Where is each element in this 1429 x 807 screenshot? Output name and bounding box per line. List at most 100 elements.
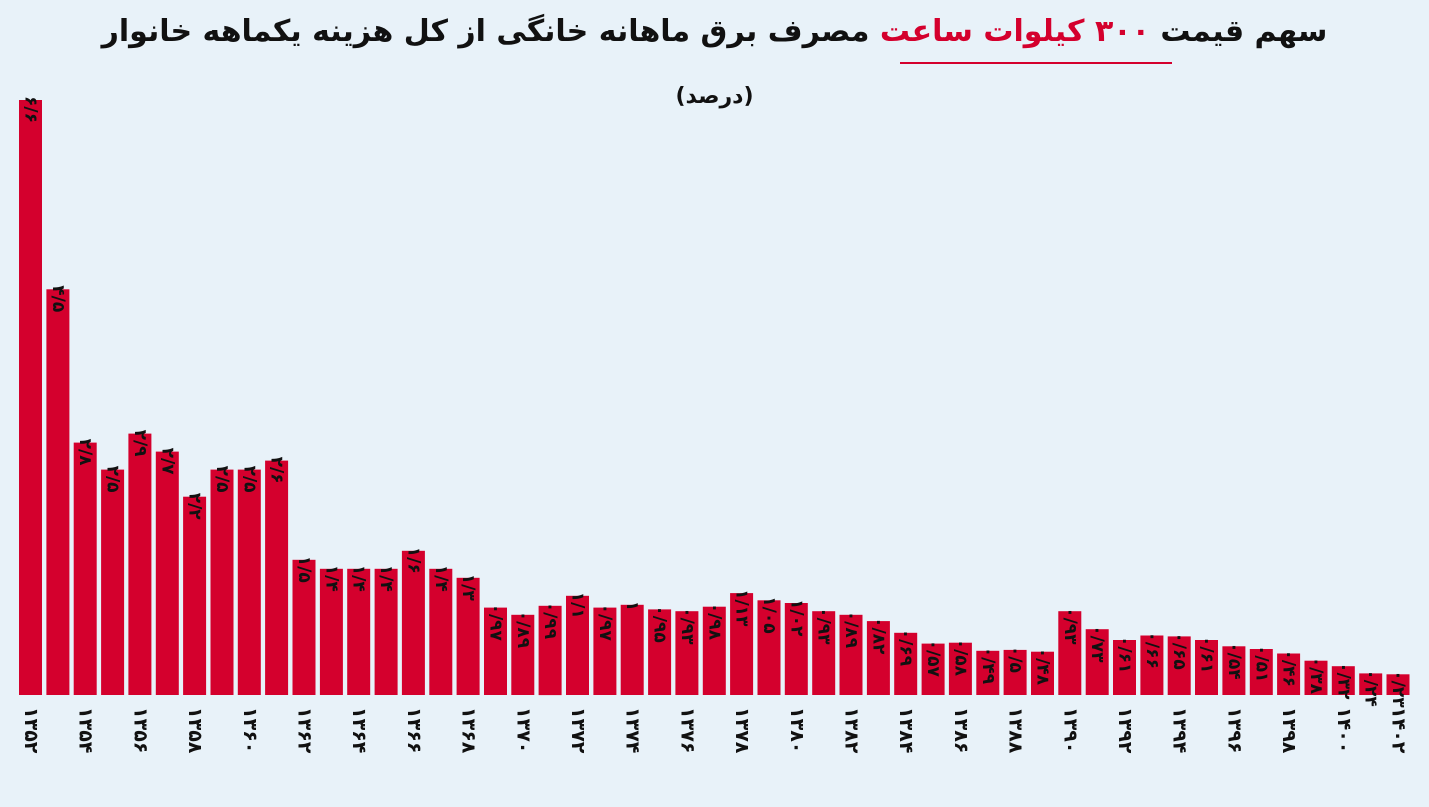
value-label-1364: ۱/۴ [349,565,369,592]
bar-1383 [866,621,890,695]
bar-1398 [1277,653,1301,695]
value-label-1400: ۰/۳۲ [1333,662,1353,700]
value-label-1365: ۱/۴ [376,565,396,592]
value-label-1392: ۰/۶۱ [1115,636,1135,673]
value-label-1389: ۰/۴۸ [1033,648,1053,686]
value-label-1397: ۰/۵۱ [1251,645,1271,682]
bar-1399 [1304,660,1328,695]
value-label-1388: ۰/۵ [1005,646,1025,673]
x-tick-label-1378: ۱۳۷۸ [731,707,753,754]
x-tick-label-1400: ۱۴۰۰ [1333,707,1355,753]
value-label-1372: ۱/۱ [568,592,588,619]
bar-1366 [401,550,425,695]
x-tick-label-1384: ۱۳۸۴ [895,707,917,753]
value-label-1383: ۰/۸۲ [868,617,888,655]
bar-1363 [319,568,343,695]
value-label-1394: ۰/۶۵ [1169,632,1189,669]
bar-1372 [566,595,589,695]
bar-1402 [1386,674,1410,695]
x-tick-label-1396: ۱۳۹۶ [1223,707,1245,753]
value-label-1355: ۲/۵ [103,466,123,493]
bar-1357 [155,451,179,695]
bar-1385 [921,643,945,695]
bar-1356 [128,433,152,695]
x-tick-label-1398: ۱۳۹۸ [1278,707,1300,754]
bar-1392 [1113,640,1136,695]
value-label-1398: ۰/۴۶ [1279,650,1299,687]
value-label-1363: ۱/۴ [321,565,341,592]
bar-1395 [1195,640,1218,695]
bar-1353 [46,289,70,695]
bar-1373 [593,607,617,695]
bar-1359 [210,469,234,695]
x-tick-label-1382: ۱۳۸۲ [841,707,863,754]
value-label-1366: ۱/۶ [403,547,423,574]
x-tick-label-1352: ۱۳۵۲ [20,707,42,754]
value-label-1361: ۲/۶ [267,457,287,484]
value-label-1401: ۰/۲۴ [1361,669,1381,706]
bar-1367 [429,568,453,695]
bar-1360 [237,469,261,695]
bar-1364 [347,568,371,695]
value-label-1378: ۱/۱۳ [732,589,752,627]
value-label-1362: ۱/۵ [294,556,314,583]
bar-1375 [648,609,672,695]
bar-1358 [183,496,207,695]
bar-1384 [894,632,918,695]
value-label-1356: ۲/۹ [130,430,150,458]
bar-1386 [948,642,972,695]
value-label-1380: ۱/۰۲ [786,599,806,637]
bar-1401 [1359,673,1383,695]
value-label-1396: ۰/۵۴ [1224,642,1244,679]
x-tick-label-1386: ۱۳۸۶ [950,707,972,753]
value-label-1391: ۰/۷۳ [1087,625,1107,663]
bar-1382 [839,614,863,695]
bar-1362 [292,559,316,695]
bar-1396 [1222,646,1246,695]
value-label-1354: ۲/۸ [75,439,95,467]
value-label-1370: ۰/۸۹ [513,611,533,649]
value-label-1373: ۰/۹۷ [595,604,615,642]
x-tick-label-1394: ۱۳۹۴ [1169,707,1191,753]
value-label-1377: ۰/۹۸ [704,603,724,641]
x-tick-label-1380: ۱۳۸۰ [786,707,808,753]
bar-1393 [1140,635,1164,695]
bar-1365 [374,568,398,695]
bar-1390 [1058,611,1082,695]
value-label-1376: ۰/۹۳ [677,607,697,645]
bar-1379 [757,600,781,695]
value-label-1379: ۱/۰۵ [759,596,779,633]
bar-1371 [538,605,562,696]
value-label-1387: ۰/۴۹ [978,647,998,685]
value-label-1395: ۰/۶۱ [1197,636,1217,673]
bar-1354 [73,442,97,695]
x-tick-label-1374: ۱۳۷۴ [622,707,644,753]
bar-1374 [620,604,644,695]
bar-1352 [19,100,42,695]
x-tick-label-1364: ۱۳۶۴ [348,707,370,753]
chart-title: سهم قیمت ۳۰۰ کیلوات ساعت مصرف برق ماهانه… [0,14,1429,49]
x-tick-label-1368: ۱۳۶۸ [458,707,480,754]
value-label-1384: ۰/۶۹ [896,629,916,667]
value-label-1402: ۰/۲۳ [1388,670,1408,708]
value-label-1368: ۱/۳ [458,574,478,602]
x-tick-label-1366: ۱۳۶۶ [403,707,425,753]
value-label-1374: ۱ [622,601,642,611]
bar-1376 [675,611,699,695]
x-tick-label-1392: ۱۳۹۲ [1114,707,1136,754]
bar-1370 [511,614,535,695]
value-label-1385: ۰/۵۷ [923,640,943,678]
x-tick-label-1360: ۱۳۶۰ [239,707,261,753]
value-label-1360: ۲/۵ [239,466,259,493]
bar-1369 [484,607,507,695]
value-label-1353: ۴/۵ [48,285,68,312]
value-label-1371: ۰/۹۹ [540,602,560,640]
bar-1397 [1249,649,1273,695]
bar-1381 [812,611,836,695]
title-part1: سهم قیمت [1160,14,1328,49]
value-label-1399: ۰/۳۸ [1306,657,1326,695]
bar-1387 [976,650,1000,695]
x-tick-label-1356: ۱۳۵۶ [129,707,151,753]
value-label-1393: ۰/۶۶ [1142,632,1162,669]
